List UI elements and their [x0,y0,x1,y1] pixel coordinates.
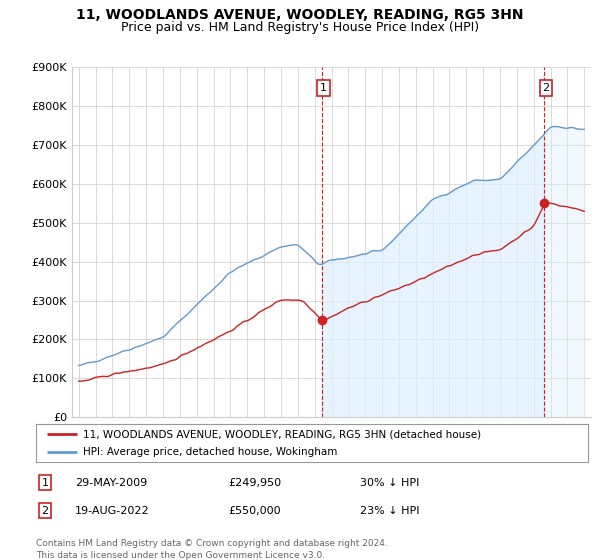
Text: £550,000: £550,000 [228,506,281,516]
Text: 2: 2 [41,506,49,516]
Text: 30% ↓ HPI: 30% ↓ HPI [360,478,419,488]
Text: Contains HM Land Registry data © Crown copyright and database right 2024.
This d: Contains HM Land Registry data © Crown c… [36,539,388,559]
Text: 11, WOODLANDS AVENUE, WOODLEY, READING, RG5 3HN: 11, WOODLANDS AVENUE, WOODLEY, READING, … [76,8,524,22]
Text: £249,950: £249,950 [228,478,281,488]
Text: HPI: Average price, detached house, Wokingham: HPI: Average price, detached house, Woki… [83,447,337,458]
Text: 11, WOODLANDS AVENUE, WOODLEY, READING, RG5 3HN (detached house): 11, WOODLANDS AVENUE, WOODLEY, READING, … [83,429,481,439]
Text: 23% ↓ HPI: 23% ↓ HPI [360,506,419,516]
Text: 1: 1 [41,478,49,488]
Text: 2: 2 [542,83,550,93]
Text: 29-MAY-2009: 29-MAY-2009 [75,478,147,488]
Text: 1: 1 [320,83,327,93]
Text: Price paid vs. HM Land Registry's House Price Index (HPI): Price paid vs. HM Land Registry's House … [121,21,479,34]
Text: 19-AUG-2022: 19-AUG-2022 [75,506,149,516]
